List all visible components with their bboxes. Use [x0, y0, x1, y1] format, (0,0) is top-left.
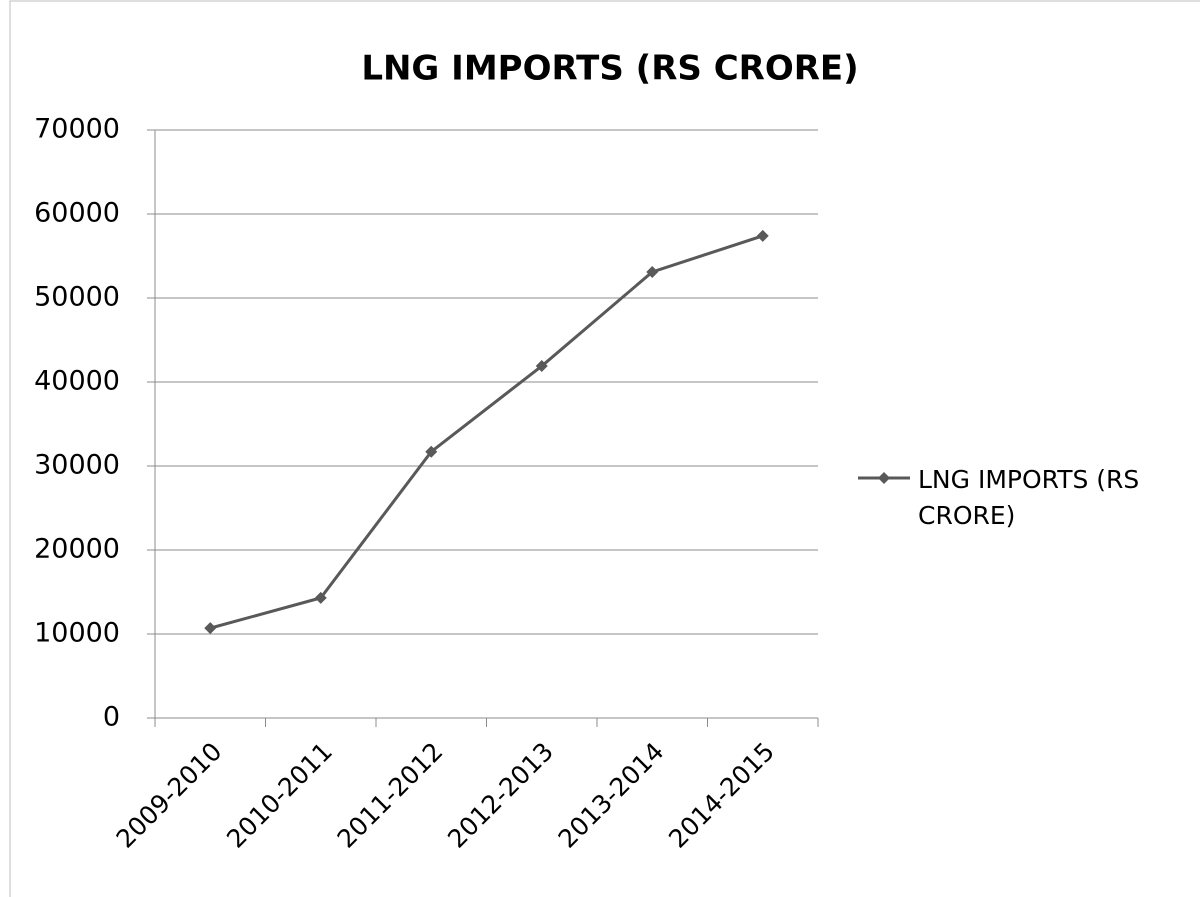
- chart-border: [9, 0, 1200, 897]
- data-point: [204, 622, 217, 635]
- y-tick-label: 10000: [34, 618, 120, 649]
- data-point: [314, 591, 327, 604]
- y-tick-label: 20000: [34, 534, 120, 565]
- y-tick-label: 50000: [34, 282, 120, 313]
- data-point: [535, 360, 548, 373]
- y-tick-label: 70000: [34, 114, 120, 145]
- data-point: [646, 265, 659, 278]
- data-point: [425, 445, 438, 458]
- legend-marker: [878, 472, 890, 484]
- series-line: [209, 234, 764, 630]
- y-tick-label: 40000: [34, 366, 120, 397]
- y-tick-label: 60000: [34, 198, 120, 229]
- chart-title: LNG IMPORTS (RS CRORE): [361, 49, 858, 89]
- y-tick-label: 0: [103, 702, 120, 733]
- legend-label: LNG IMPORTS (RS CRORE): [918, 465, 1140, 530]
- y-tick-label: 30000: [34, 450, 120, 481]
- data-point: [756, 229, 769, 242]
